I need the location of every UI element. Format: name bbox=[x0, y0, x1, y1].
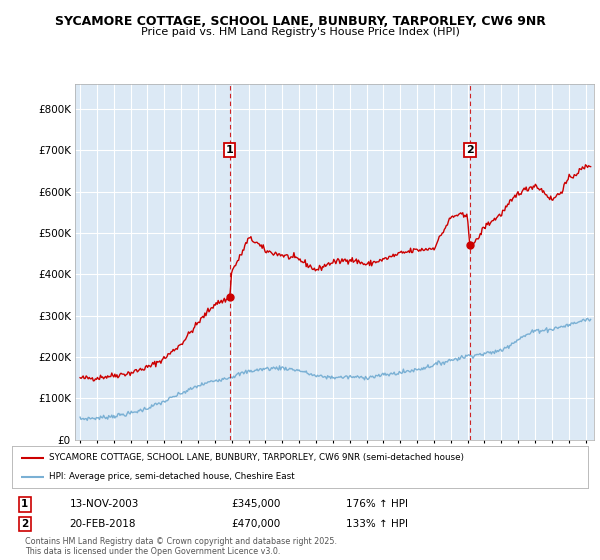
Text: HPI: Average price, semi-detached house, Cheshire East: HPI: Average price, semi-detached house,… bbox=[49, 473, 295, 482]
Text: 2: 2 bbox=[466, 145, 473, 155]
Text: SYCAMORE COTTAGE, SCHOOL LANE, BUNBURY, TARPORLEY, CW6 9NR: SYCAMORE COTTAGE, SCHOOL LANE, BUNBURY, … bbox=[55, 15, 545, 27]
Text: SYCAMORE COTTAGE, SCHOOL LANE, BUNBURY, TARPORLEY, CW6 9NR (semi-detached house): SYCAMORE COTTAGE, SCHOOL LANE, BUNBURY, … bbox=[49, 453, 464, 462]
Text: 13-NOV-2003: 13-NOV-2003 bbox=[70, 500, 139, 510]
Text: 176% ↑ HPI: 176% ↑ HPI bbox=[346, 500, 408, 510]
Text: Price paid vs. HM Land Registry's House Price Index (HPI): Price paid vs. HM Land Registry's House … bbox=[140, 27, 460, 37]
Text: 1: 1 bbox=[226, 145, 233, 155]
Text: £345,000: £345,000 bbox=[231, 500, 280, 510]
Text: 2: 2 bbox=[21, 519, 28, 529]
Text: 20-FEB-2018: 20-FEB-2018 bbox=[70, 519, 136, 529]
Text: 1: 1 bbox=[21, 500, 28, 510]
Text: Contains HM Land Registry data © Crown copyright and database right 2025.
This d: Contains HM Land Registry data © Crown c… bbox=[25, 537, 337, 556]
Text: 133% ↑ HPI: 133% ↑ HPI bbox=[346, 519, 408, 529]
Text: £470,000: £470,000 bbox=[231, 519, 280, 529]
